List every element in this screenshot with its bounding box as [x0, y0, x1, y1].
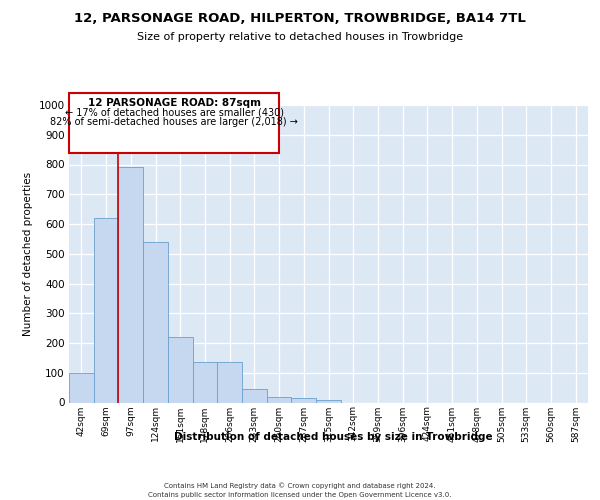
- Text: 12, PARSONAGE ROAD, HILPERTON, TROWBRIDGE, BA14 7TL: 12, PARSONAGE ROAD, HILPERTON, TROWBRIDG…: [74, 12, 526, 26]
- Y-axis label: Number of detached properties: Number of detached properties: [23, 172, 33, 336]
- Text: Size of property relative to detached houses in Trowbridge: Size of property relative to detached ho…: [137, 32, 463, 42]
- Bar: [242, 389, 267, 402]
- Bar: [143, 242, 168, 402]
- Bar: [316, 400, 341, 402]
- Bar: [292, 398, 316, 402]
- Text: 82% of semi-detached houses are larger (2,018) →: 82% of semi-detached houses are larger (…: [50, 117, 298, 127]
- Text: 12 PARSONAGE ROAD: 87sqm: 12 PARSONAGE ROAD: 87sqm: [88, 98, 260, 108]
- Text: Distribution of detached houses by size in Trowbridge: Distribution of detached houses by size …: [173, 432, 493, 442]
- Bar: [69, 373, 94, 402]
- Bar: [267, 396, 292, 402]
- Bar: [94, 218, 118, 402]
- Bar: [217, 362, 242, 403]
- Bar: [118, 168, 143, 402]
- Text: ← 17% of detached houses are smaller (430): ← 17% of detached houses are smaller (43…: [65, 108, 284, 118]
- Bar: [193, 362, 217, 403]
- Bar: [168, 337, 193, 402]
- Text: Contains HM Land Registry data © Crown copyright and database right 2024.
Contai: Contains HM Land Registry data © Crown c…: [148, 482, 452, 498]
- Bar: [69, 93, 279, 152]
